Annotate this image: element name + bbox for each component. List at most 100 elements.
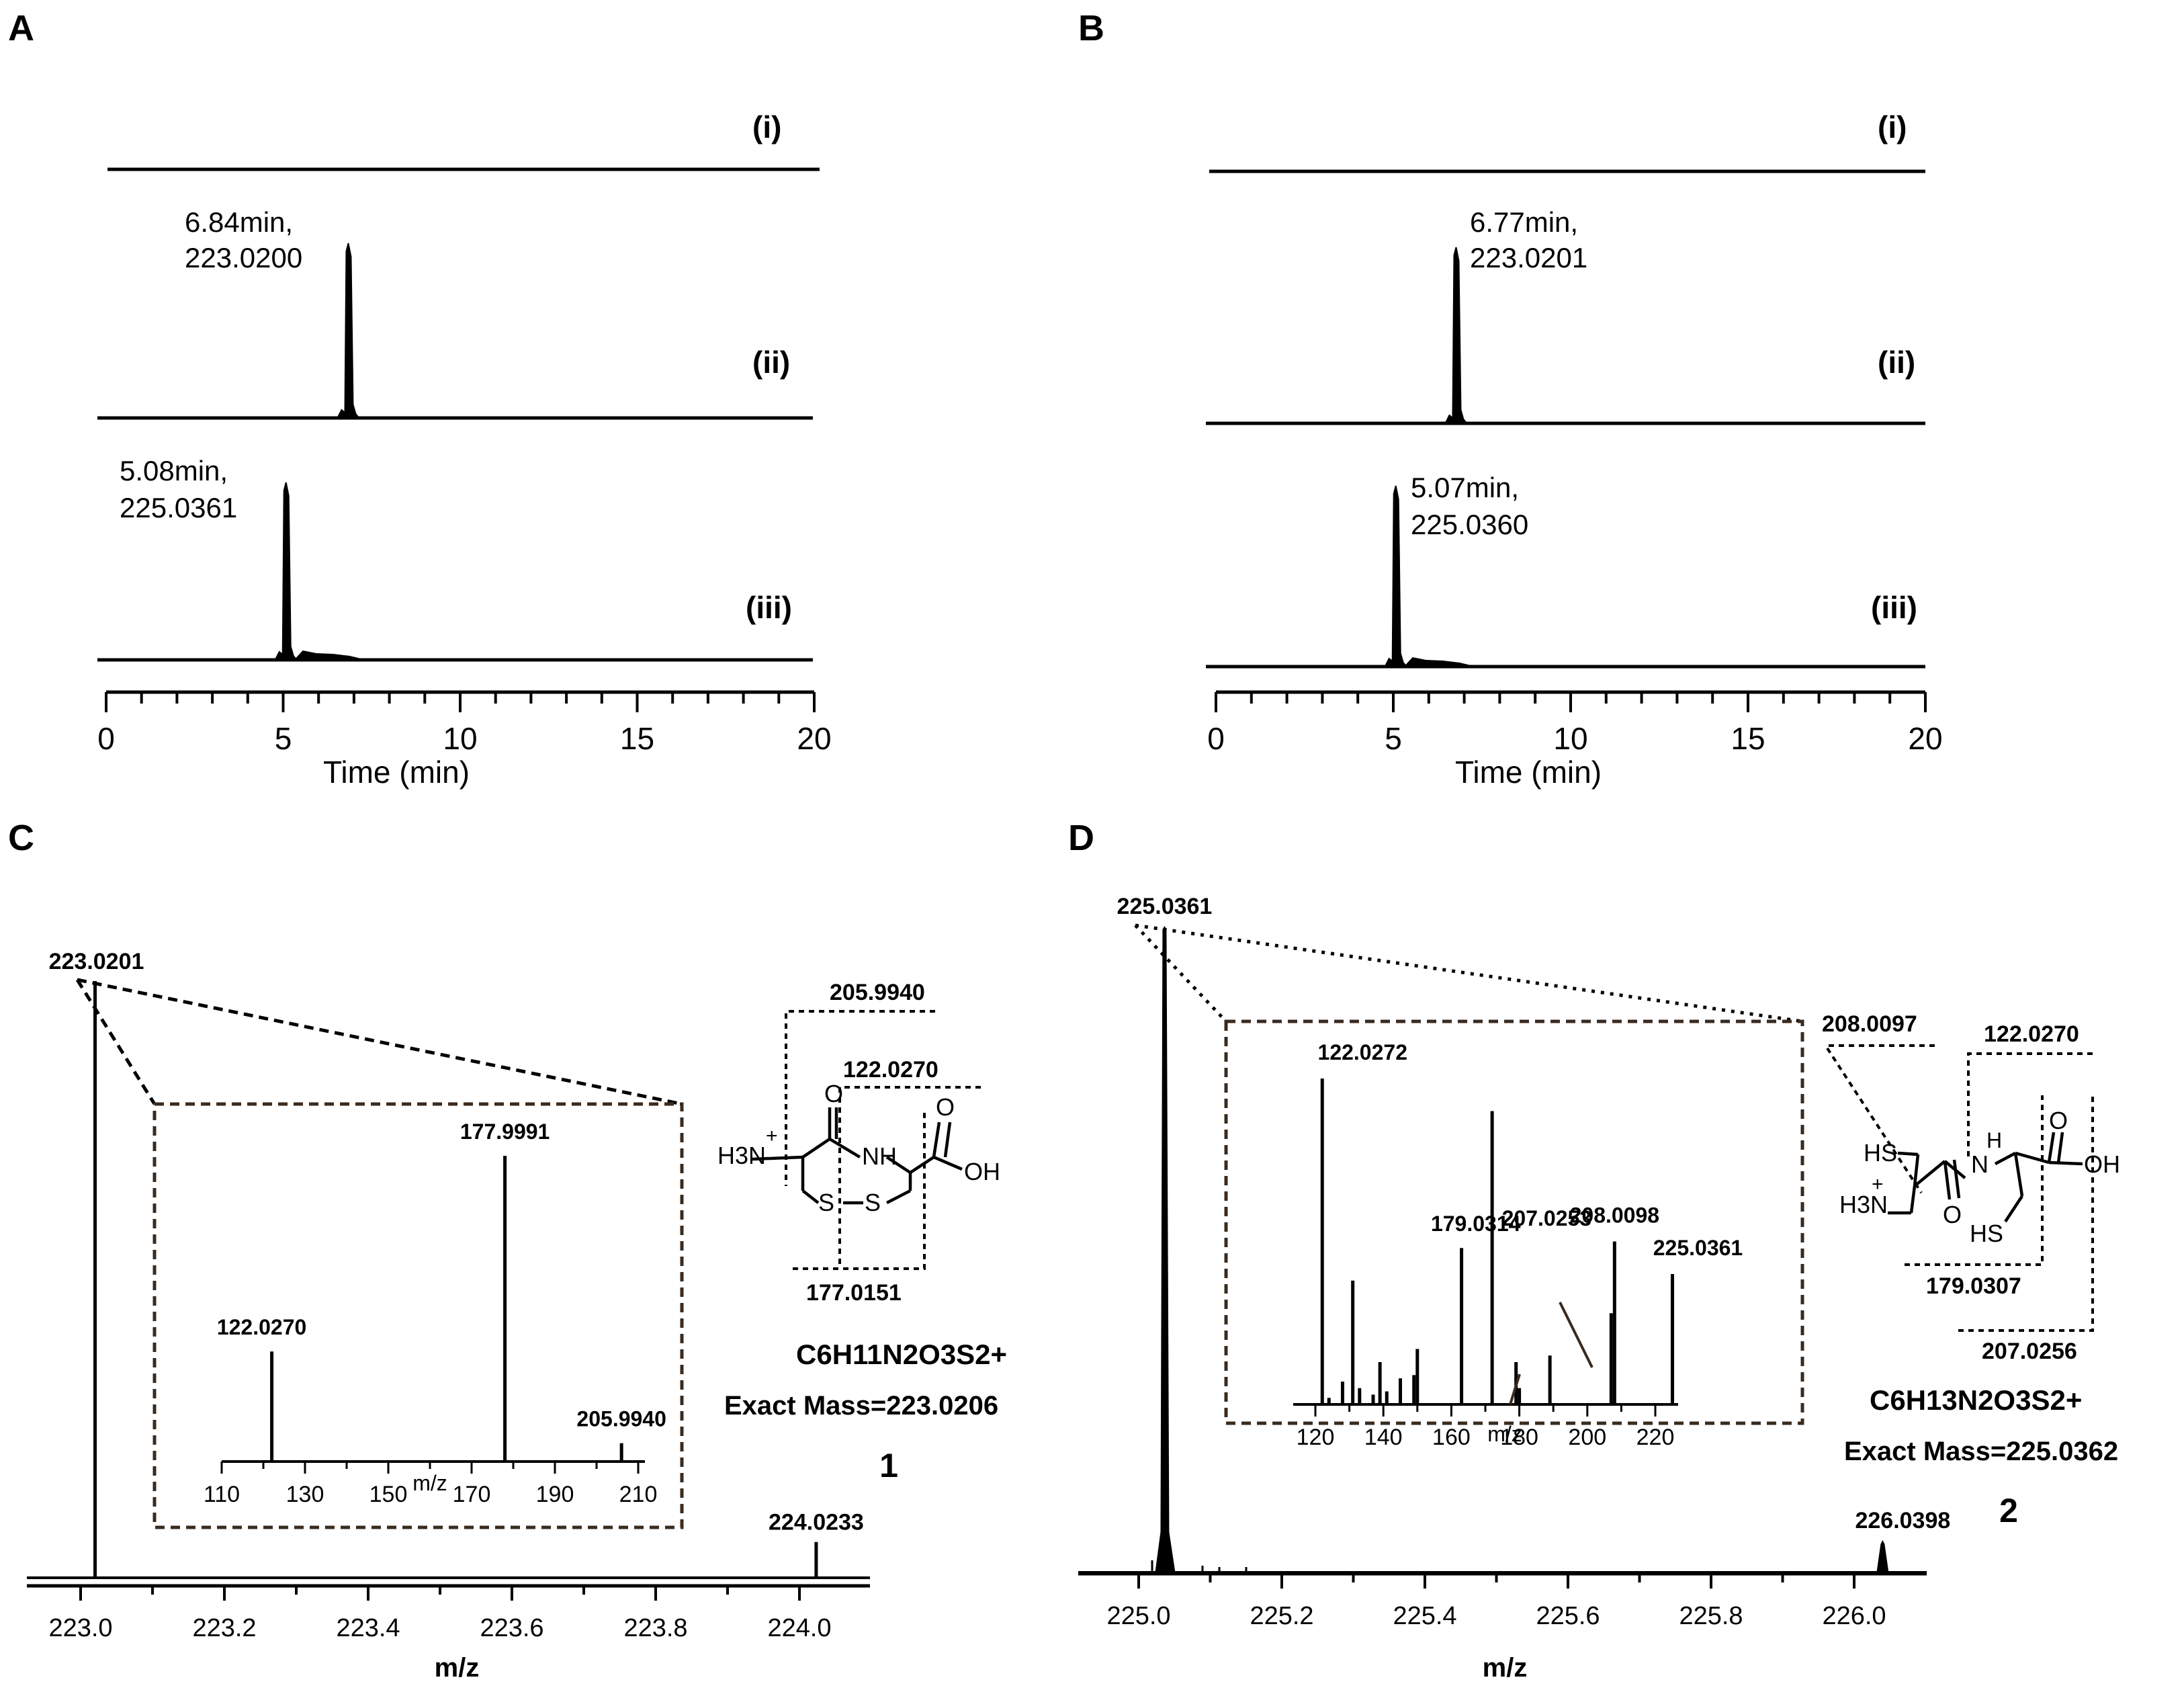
x-axis-label: Time (min) — [1455, 755, 1602, 790]
panel-d: D m/z m/z 225.0 225.2 225.4 225.6 225.8 226.0… — [1068, 818, 2120, 1683]
x-tick-label: 223.8 — [623, 1614, 687, 1642]
fragment-label-207: 207.0256 — [1982, 1339, 2077, 1364]
x-tick-label: 15 — [620, 721, 654, 756]
peak-iii — [274, 482, 298, 661]
compound-number: 1 — [879, 1447, 898, 1484]
atom-h3n: H3N — [1839, 1191, 1888, 1218]
panel-d-letter: D — [1068, 818, 1094, 858]
fragment-lines-compound-2 — [1824, 1044, 2094, 1332]
atom-acid-o: O — [936, 1093, 955, 1121]
inset-x-tick-label: 160 — [1432, 1425, 1471, 1450]
atom-thiol-2: HS — [1970, 1220, 2003, 1247]
inset-x-tick-label: 210 — [619, 1482, 658, 1507]
x-tick-label: 225.8 — [1679, 1602, 1743, 1630]
atom-sulfur-2: S — [865, 1189, 881, 1216]
x-tick-label: 225.2 — [1250, 1602, 1313, 1630]
x-tick-label: 223.0 — [48, 1614, 112, 1642]
x-tick-label: 223.4 — [336, 1614, 400, 1642]
inset-peak-label: 208.0098 — [1570, 1203, 1659, 1228]
inset-x-tick-label: 110 — [204, 1482, 240, 1507]
peak-annotation-iii-mz: 225.0360 — [1411, 509, 1528, 540]
fragment-label-205: 205.9940 — [830, 980, 925, 1005]
atom-oh: OH — [964, 1158, 1000, 1185]
atom-carbonyl-o: O — [824, 1080, 843, 1107]
peak-annotation-iii-time: 5.08min, — [120, 455, 228, 487]
peak-annotation-ii-time: 6.84min, — [185, 206, 293, 238]
peak-annotation-ii-mz: 223.0200 — [185, 242, 302, 273]
fragment-label-179: 179.0307 — [1926, 1273, 2021, 1299]
x-tick-label: 0 — [97, 721, 115, 756]
molecular-formula: C6H11N2O3S2+ — [796, 1339, 1007, 1370]
atom-nh: NH — [862, 1142, 897, 1170]
exact-mass: Exact Mass=223.0206 — [724, 1391, 998, 1421]
molecular-formula: C6H13N2O3S2+ — [1870, 1384, 2082, 1416]
x-tick-label: 0 — [1207, 721, 1225, 756]
x-axis-label: Time (min) — [323, 755, 470, 790]
fragment-label-122: 122.0270 — [843, 1057, 938, 1083]
fragment-lines-compound-1 — [785, 1010, 981, 1270]
inset-x-tick-label: 220 — [1636, 1425, 1675, 1450]
x-tick-label: 10 — [443, 721, 477, 756]
x-tick-label: 223.6 — [480, 1614, 543, 1642]
x-tick-label: 226.0 — [1822, 1602, 1886, 1630]
inset-frame — [152, 1102, 684, 1529]
fragment-label-122: 122.0270 — [1984, 1021, 2079, 1047]
atom-amide-n: N — [1971, 1150, 1989, 1178]
peak-iii — [1384, 485, 1408, 667]
atom-charge: + — [1872, 1173, 1884, 1195]
inset-peak-label: 207.0253 — [1502, 1206, 1591, 1230]
trace-label-i: (i) — [1878, 110, 1907, 144]
peak-tailing — [294, 650, 367, 660]
x-tick-label: 20 — [1908, 721, 1942, 756]
x-tick-label: 20 — [797, 721, 831, 756]
panel-c: C m/z m/z 223.0 223.2 223.4 223.6 223.8 224.0… — [8, 818, 1007, 1683]
atom-thiol-1: HS — [1864, 1139, 1897, 1167]
compound-number: 2 — [1999, 1492, 2018, 1529]
peak-label: 225.0361 — [1117, 894, 1213, 919]
x-tick-label: 223.2 — [192, 1614, 256, 1642]
x-tick-label: 225.0 — [1106, 1602, 1170, 1630]
inset-x-tick-label: 180 — [1500, 1425, 1538, 1450]
fragment-label-208: 208.0097 — [1822, 1011, 1917, 1037]
panel-b-letter: B — [1078, 8, 1104, 48]
inset-frame — [1224, 1019, 1804, 1425]
x-tick-label: 10 — [1553, 721, 1587, 756]
inset-x-tick-label: 150 — [369, 1482, 408, 1507]
x-tick-label: 225.4 — [1393, 1602, 1456, 1630]
peak-label: 224.0233 — [769, 1510, 864, 1535]
peak-annotation-ii-time: 6.77min, — [1470, 206, 1578, 238]
panel-a-letter: A — [8, 8, 34, 48]
x-tick-label: 5 — [1385, 721, 1402, 756]
peak-label: 223.0201 — [49, 949, 144, 974]
spectrum-peak — [1876, 1539, 1889, 1572]
panel-a: A (i) (ii) (iii) 6.84min, 223.0200 5.08m… — [8, 8, 832, 790]
x-axis-label: m/z — [1483, 1653, 1528, 1683]
panel-c-letter: C — [8, 818, 34, 858]
trace-label-ii: (ii) — [752, 345, 790, 380]
trace-label-i: (i) — [752, 110, 781, 144]
structure-compound-2 — [1888, 1132, 2083, 1223]
inset-x-axis-label: m/z — [412, 1471, 447, 1495]
peak-label: 226.0398 — [1855, 1508, 1950, 1533]
inset-x-tick-label: 140 — [1364, 1425, 1403, 1450]
inset-peak-label: 177.9991 — [460, 1119, 550, 1144]
spectrum-peak — [1155, 926, 1176, 1572]
x-tick-label: 5 — [275, 721, 292, 756]
inset-x-tick-label: 130 — [286, 1482, 324, 1507]
inset-x-tick-label: 170 — [453, 1482, 491, 1507]
atom-sulfur-1: S — [818, 1189, 834, 1216]
inset-x-axis-label: m/z — [1487, 1422, 1522, 1446]
exact-mass: Exact Mass=225.0362 — [1844, 1437, 2118, 1466]
inset-label-leaders — [1509, 1302, 1593, 1405]
peak-annotation-iii-mz: 225.0361 — [120, 492, 237, 523]
inset-x-tick-label: 120 — [1297, 1425, 1335, 1450]
panel-b: B (i) (ii) (iii) 6.77min, 223.0201 5.07m… — [1078, 8, 1943, 790]
atom-charge: + — [766, 1125, 778, 1147]
inset-x-tick-label: 200 — [1568, 1425, 1606, 1450]
atom-amide-h: H — [1986, 1128, 2002, 1152]
peak-annotation-iii-time: 5.07min, — [1411, 472, 1519, 503]
inset-peak-label: 225.0361 — [1653, 1236, 1743, 1260]
peak-ii — [336, 243, 361, 419]
x-tick-label: 225.6 — [1536, 1602, 1600, 1630]
